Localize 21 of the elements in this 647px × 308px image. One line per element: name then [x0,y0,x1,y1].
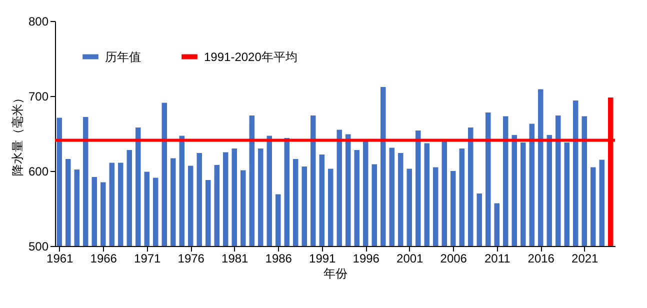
x-tick-label: 2006 [440,252,468,266]
legend-label: 1991-2020年平均 [204,50,298,64]
legend-label: 历年值 [105,50,141,64]
x-tick-label: 1971 [134,252,162,266]
y-tick-label: 600 [28,164,49,178]
y-tick-label: 500 [28,240,49,254]
x-tick-label: 1961 [46,252,74,266]
x-axis-title: 年份 [324,266,348,280]
y-tick-label: 700 [28,90,49,104]
x-tick-label: 2016 [528,252,555,266]
x-tick-label: 1996 [352,252,380,266]
x-tick-label: 2021 [572,252,599,266]
x-tick-label: 1976 [178,252,205,266]
y-axis-title: 降水量（毫米） [10,92,24,176]
x-tick-label: 1966 [90,252,118,266]
y-tick-label: 800 [28,14,49,28]
x-tick-label: 2001 [396,252,424,266]
x-tick-label: 1986 [265,252,292,266]
x-tick-label: 1981 [222,252,249,266]
x-tick-label: 2011 [484,252,511,266]
x-tick-label: 1991 [309,252,336,266]
